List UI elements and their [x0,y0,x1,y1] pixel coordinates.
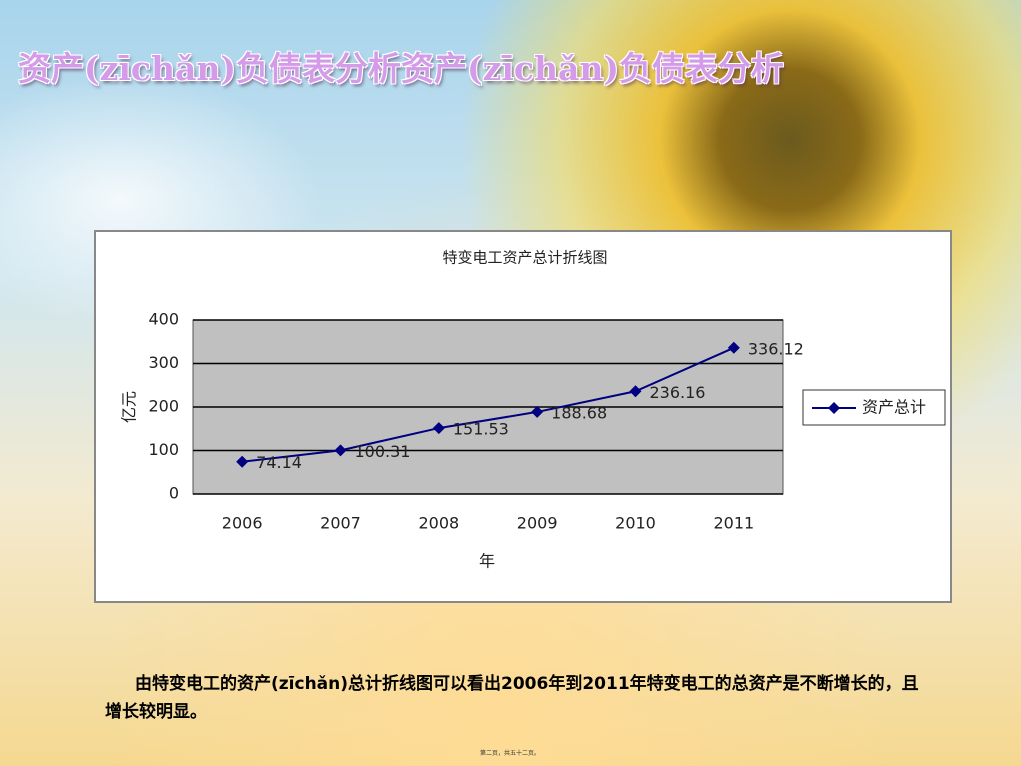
legend-label: 资产总计 [862,398,926,417]
body-text: 由特变电工的资产(zīchǎn)总计折线图可以看出2006年到2011年特变电工… [105,674,919,722]
point-marker [531,405,544,418]
y-axis-label: 亿元 [120,391,139,423]
data-label: 336.12 [748,339,804,358]
series-line [242,346,735,463]
y-tick-label: 300 [148,353,179,372]
x-tick-label: 2011 [713,514,754,533]
chart-title: 特变电工资产总计折线图 [442,249,607,267]
x-tick-label: 2009 [517,514,558,533]
data-label: 100.31 [355,442,411,461]
y-tick-label: 200 [148,397,179,416]
x-tick-label: 2008 [418,514,459,533]
x-tick-label: 2010 [615,514,656,533]
legend-marker [828,402,840,414]
y-tick-label: 400 [148,310,179,329]
data-label: 236.16 [650,383,706,402]
data-label: 188.68 [551,403,607,422]
data-label: 74.14 [256,453,302,472]
x-axis-label: 年 [479,552,495,571]
footer: 第二页，共五十二页。 [480,750,541,757]
point-marker [236,455,249,468]
x-tick-label: 2007 [320,514,361,533]
y-tick-label: 100 [148,440,179,459]
point-marker [334,444,347,457]
x-tick-label: 2006 [222,514,263,533]
point-marker [629,385,642,398]
y-tick-label: 0 [169,484,179,503]
point-marker [432,422,445,435]
slide-title: 资产(zīchǎn)负债表分析资产(zīchǎn)负债表分析 [18,49,784,88]
point-marker [727,341,740,354]
data-label: 151.53 [453,420,509,439]
